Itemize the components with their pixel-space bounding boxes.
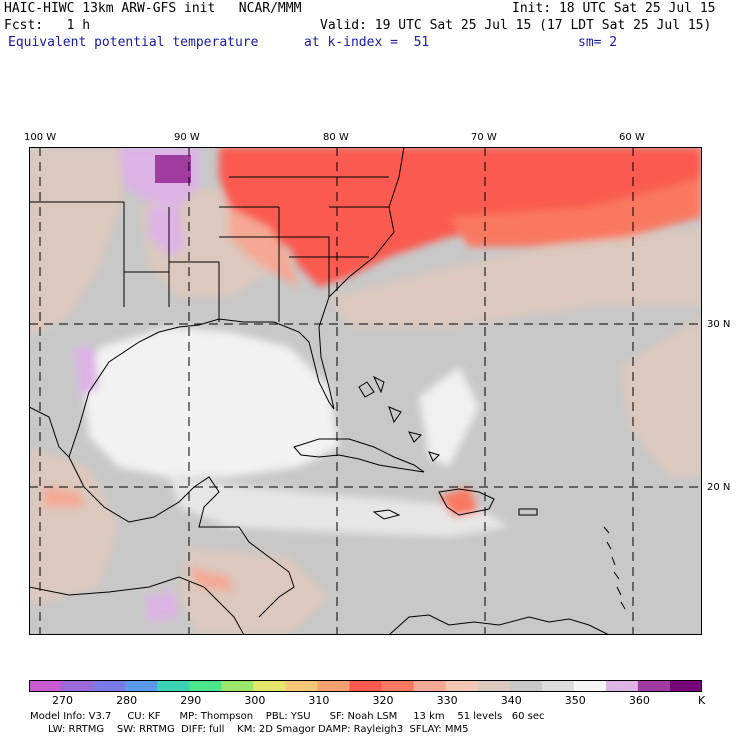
field-purple-core: [155, 155, 191, 183]
colorbar-tick-label: 270: [52, 694, 74, 707]
hispaniola-outline: [438, 488, 495, 516]
state-borders: [29, 176, 389, 322]
colorbar-swatch: [637, 680, 671, 692]
field-salmon-hispaniola: [439, 487, 479, 517]
colorbar-tick-label: 290: [180, 694, 202, 707]
puerto-rico-outline: [518, 508, 538, 516]
lon-label-60w: 60 W: [619, 132, 645, 143]
lat-label-30n: 30 N: [707, 319, 731, 330]
colorbar-tick-label: 310: [308, 694, 330, 707]
lon-label-100w: 100 W: [24, 132, 57, 143]
lon-label-80w: 80 W: [323, 132, 349, 143]
field-name: Equivalent potential temperature: [8, 35, 259, 50]
field-salmon-region: [449, 177, 702, 247]
lat-lon-grid: [29, 147, 702, 635]
lon-label-90w: 90 W: [174, 132, 200, 143]
colorbar-unit: K: [698, 694, 706, 707]
field-light-salmon: [229, 207, 299, 287]
colorbar-swatch: [605, 680, 639, 692]
jamaica-outline: [372, 509, 401, 520]
colorbar-swatch: [157, 680, 190, 692]
init-time: Init: 18 UTC Sat 25 Jul 15: [512, 1, 716, 16]
lon-label-70w: 70 W: [471, 132, 497, 143]
field-light-caribbean: [169, 477, 509, 537]
central-america-coastline: [29, 576, 245, 635]
south-america-coastline: [388, 614, 610, 635]
colorbar-tick-label: 330: [436, 694, 458, 707]
colorbar-tick-label: 300: [244, 694, 266, 707]
model-title: HAIC-HIWC 13km ARW-GFS init NCAR/MMM: [4, 1, 302, 16]
field-salmon-patch: [44, 487, 84, 507]
footer-model-info: Model Info: V3.7 CU: KF MP: Thompson PBL…: [30, 711, 545, 722]
colorbar-tick-label: 360: [628, 694, 650, 707]
colorbar-swatch: [669, 680, 702, 692]
lat-label-20n: 20 N: [707, 482, 731, 493]
footer-physics-info: LW: RRTMG SW: RRTMG DIFF: full KM: 2D Sm…: [48, 724, 469, 735]
colorbar-swatch: [349, 680, 383, 692]
level-info: at k-index = 51: [304, 35, 430, 50]
colorbar-frame: [29, 680, 702, 692]
colorbar-tick-label: 320: [372, 694, 394, 707]
colorbar-swatch: [413, 680, 447, 692]
colorbar-swatch: [125, 680, 158, 692]
field-tan-region: [179, 547, 329, 635]
valid-time: Valid: 19 UTC Sat 25 Jul 15 (17 LDT Sat …: [320, 18, 712, 33]
colorbar-swatch: [285, 680, 318, 692]
field-tan-region: [29, 147, 124, 337]
colorbar-tick-label: 340: [500, 694, 522, 707]
colorbar-swatch: [317, 680, 350, 692]
us-mexico-border: [29, 406, 70, 458]
central-america-east-coastline: [209, 526, 295, 618]
map-frame: [29, 147, 702, 635]
colorbar-tick-label: 350: [564, 694, 586, 707]
mexico-coastline: [68, 456, 220, 528]
smoothing-info: sm= 2: [578, 35, 618, 50]
colorbar-swatch: [221, 680, 254, 692]
colorbar-swatch: [541, 680, 575, 692]
field-lavender-region: [144, 592, 179, 622]
colorbar-swatch: [189, 680, 222, 692]
colorbar-swatch: [93, 680, 126, 692]
field-shading: [29, 147, 702, 635]
us-coastline: [68, 147, 405, 458]
field-light-gulf: [84, 327, 339, 477]
field-tan-region: [329, 227, 702, 327]
colorbar: [29, 680, 702, 692]
colorbar-swatch: [477, 680, 511, 692]
colorbar-swatch: [29, 680, 62, 692]
colorbar-swatch: [573, 680, 607, 692]
colorbar-tick-label: 280: [116, 694, 138, 707]
field-light-bahamas: [419, 367, 479, 467]
forecast-hour: Fcst: 1 h: [4, 18, 91, 33]
theta-e-map: [29, 147, 702, 635]
lesser-antilles: [603, 526, 626, 610]
bahamas-islands: [358, 375, 440, 462]
field-tan-region: [619, 317, 702, 477]
colorbar-swatch: [253, 680, 286, 692]
coastlines: [29, 147, 626, 635]
field-lavender-region: [74, 347, 99, 397]
cuba-outline: [293, 438, 425, 473]
colorbar-swatch: [445, 680, 479, 692]
colorbar-swatch: [381, 680, 415, 692]
field-lavender-region: [149, 207, 184, 257]
colorbar-swatch: [509, 680, 543, 692]
colorbar-swatch: [61, 680, 94, 692]
